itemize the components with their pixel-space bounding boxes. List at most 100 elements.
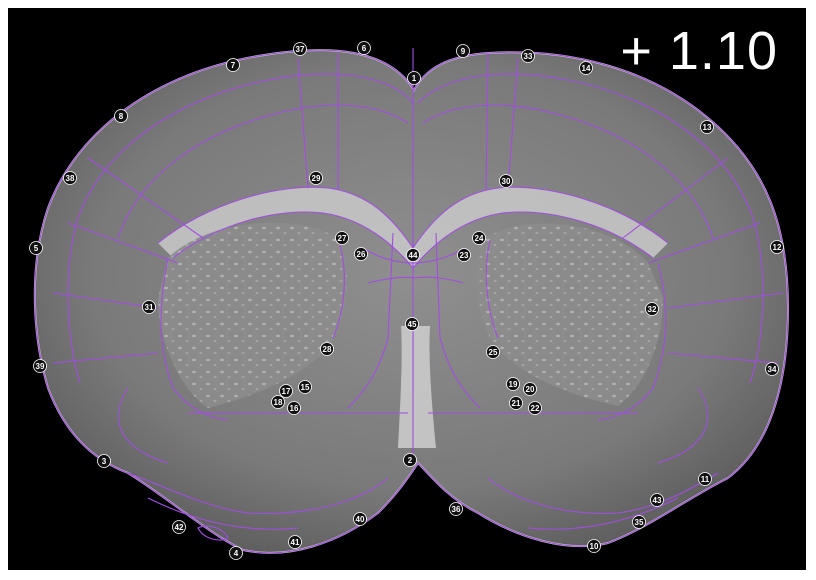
landmark-dot	[293, 42, 307, 56]
landmark-dot	[114, 109, 128, 123]
landmark-label: 3	[102, 457, 107, 466]
landmark-dot	[354, 247, 368, 261]
landmark-27: 27	[335, 231, 349, 245]
landmark-dot	[457, 248, 471, 262]
landmark-dot	[645, 302, 659, 316]
landmark-dot	[407, 71, 421, 85]
landmark-dot	[486, 345, 500, 359]
landmark-40: 40	[353, 512, 367, 526]
landmark-29: 29	[309, 171, 323, 185]
landmark-label: 19	[509, 380, 518, 389]
landmark-label: 35	[635, 518, 644, 527]
landmark-label: 42	[175, 523, 184, 532]
left-striatum	[158, 222, 348, 408]
landmark-dot	[309, 171, 323, 185]
landmark-dot	[172, 520, 186, 534]
landmark-dot	[271, 395, 285, 409]
landmark-dot	[353, 512, 367, 526]
landmark-label: 8	[119, 112, 124, 121]
landmark-dot	[650, 493, 664, 507]
landmark-44: 44	[406, 248, 420, 262]
landmark-label: 7	[231, 61, 236, 70]
landmark-dot	[97, 454, 111, 468]
landmark-39: 39	[33, 359, 47, 373]
landmark-26: 26	[354, 247, 368, 261]
landmark-5: 5	[29, 241, 43, 255]
landmark-dot	[523, 382, 537, 396]
landmark-dot	[700, 120, 714, 134]
landmark-28: 28	[320, 342, 334, 356]
landmark-dot	[509, 396, 523, 410]
landmark-32: 32	[645, 302, 659, 316]
landmark-20: 20	[523, 382, 537, 396]
landmark-label: 30	[502, 177, 511, 186]
landmark-31: 31	[142, 300, 156, 314]
landmark-label: 23	[460, 251, 469, 260]
landmark-label: 26	[357, 250, 366, 259]
landmark-16: 16	[287, 401, 301, 415]
landmark-label: 4	[234, 549, 239, 558]
landmark-label: 38	[66, 174, 75, 183]
landmark-label: 45	[408, 320, 417, 329]
landmark-label: 36	[452, 505, 461, 514]
landmark-dot	[288, 535, 302, 549]
landmark-dot	[632, 515, 646, 529]
atlas-overlay	[34, 48, 789, 554]
landmark-17: 17	[279, 384, 293, 398]
section-image: 1 2 3 4 5 6 7 8 9 10 11 12 13 14 15 16 17 18 19 20 21 22 23 24 2…	[8, 8, 806, 570]
landmark-markers: 1234567891011121314151617181920212223242…	[29, 41, 784, 560]
landmark-label: 28	[323, 345, 332, 354]
landmark-label: 5	[34, 244, 39, 253]
landmark-8: 8	[114, 109, 128, 123]
landmark-label: 34	[768, 365, 777, 374]
landmark-36: 36	[449, 502, 463, 516]
landmark-dot	[698, 472, 712, 486]
landmark-dot	[449, 502, 463, 516]
landmark-9: 9	[456, 44, 470, 58]
landmark-label: 41	[291, 538, 300, 547]
landmark-24: 24	[472, 231, 486, 245]
landmark-37: 37	[293, 42, 307, 56]
landmark-label: 12	[773, 243, 782, 252]
landmark-dot	[287, 401, 301, 415]
landmark-dot	[528, 401, 542, 415]
landmark-10: 10	[587, 539, 601, 553]
landmark-dot	[770, 240, 784, 254]
landmark-dot	[579, 61, 593, 75]
landmark-45: 45	[405, 317, 419, 331]
landmark-label: 17	[282, 387, 291, 396]
landmark-dot	[357, 41, 371, 55]
landmark-dot	[406, 248, 420, 262]
landmark-dot	[499, 174, 513, 188]
landmark-34: 34	[765, 362, 779, 376]
landmark-label: 10	[590, 542, 599, 551]
landmark-label: 20	[526, 385, 535, 394]
right-striatum	[475, 223, 663, 406]
landmark-25: 25	[486, 345, 500, 359]
landmark-dot	[405, 317, 419, 331]
landmark-dot	[472, 231, 486, 245]
landmark-label: 13	[703, 123, 712, 132]
landmark-6: 6	[357, 41, 371, 55]
landmark-41: 41	[288, 535, 302, 549]
landmark-14: 14	[579, 61, 593, 75]
landmark-42: 42	[172, 520, 186, 534]
landmark-21: 21	[509, 396, 523, 410]
landmark-11: 11	[698, 472, 712, 486]
landmark-label: 6	[362, 44, 367, 53]
landmark-label: 27	[338, 234, 347, 243]
landmark-label: 1	[412, 74, 417, 83]
landmark-label: 29	[312, 174, 321, 183]
landmark-label: 16	[290, 404, 299, 413]
landmark-18: 18	[271, 395, 285, 409]
landmark-12: 12	[770, 240, 784, 254]
landmark-label: 2	[408, 456, 413, 465]
landmark-22: 22	[528, 401, 542, 415]
landmark-4: 4	[229, 546, 243, 560]
landmark-dot	[587, 539, 601, 553]
landmark-dot	[765, 362, 779, 376]
landmark-label: 32	[648, 305, 657, 314]
landmark-dot	[335, 231, 349, 245]
brain-section-svg: 1234567891011121314151617181920212223242…	[29, 41, 790, 560]
landmark-label: 11	[701, 475, 710, 484]
